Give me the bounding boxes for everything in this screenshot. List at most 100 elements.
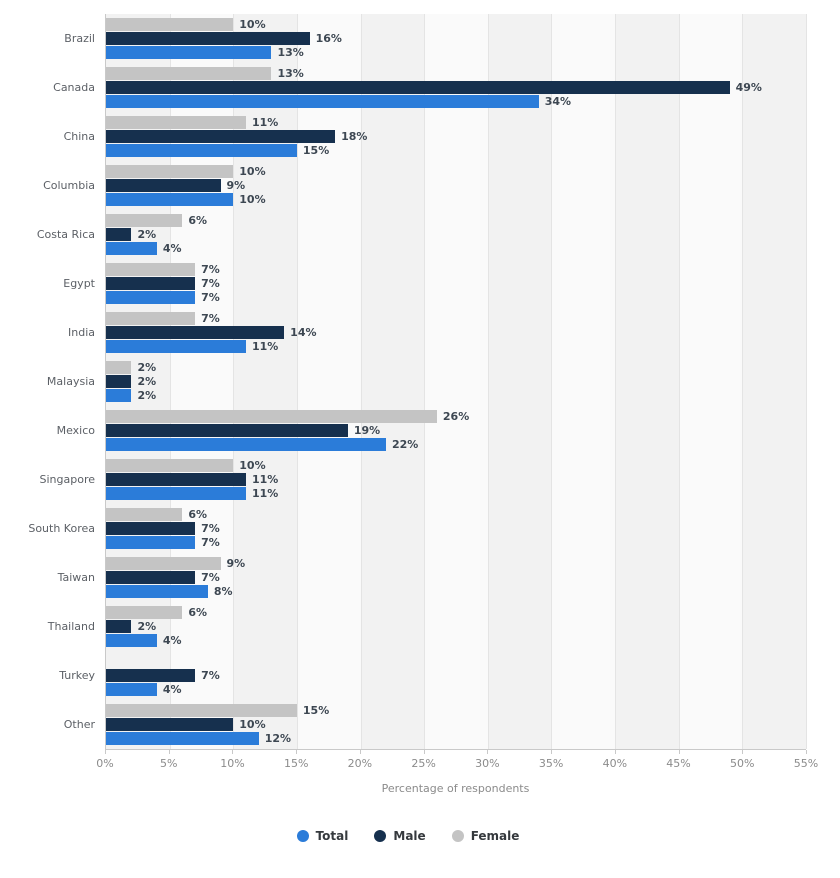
total-bar[interactable] bbox=[106, 389, 132, 402]
bar-value-label: 22% bbox=[392, 438, 419, 451]
gridline bbox=[806, 14, 807, 749]
female-bar[interactable] bbox=[106, 67, 272, 80]
bar-value-label: 6% bbox=[188, 214, 208, 227]
male-bar[interactable] bbox=[106, 620, 132, 633]
bar-track: 6% bbox=[106, 508, 806, 521]
male-bar[interactable] bbox=[106, 228, 132, 241]
female-bar[interactable] bbox=[106, 459, 234, 472]
female-bar[interactable] bbox=[106, 557, 221, 570]
male-bar[interactable] bbox=[106, 130, 336, 143]
bar-track: 7% bbox=[106, 291, 806, 304]
male-bar[interactable] bbox=[106, 473, 246, 486]
total-bar[interactable] bbox=[106, 95, 539, 108]
tick-mark bbox=[296, 750, 298, 754]
plot-area: 10% 16% 13% 13% 49% 34% 11% 18% 15% 10% 9% 10% 6% 2% 4… bbox=[105, 14, 807, 750]
male-bar[interactable] bbox=[106, 718, 234, 731]
x-tick-label: 0% bbox=[96, 757, 114, 770]
legend: Total Male Female bbox=[10, 829, 806, 843]
bar-value-label: 10% bbox=[239, 165, 266, 178]
bar-value-label: 2% bbox=[137, 375, 157, 388]
total-bar[interactable] bbox=[106, 683, 157, 696]
female-bar[interactable] bbox=[106, 214, 183, 227]
female-bar[interactable] bbox=[106, 606, 183, 619]
bar-track bbox=[106, 655, 806, 668]
bar-track: 9% bbox=[106, 557, 806, 570]
male-bar[interactable] bbox=[106, 424, 348, 437]
bar-value-label: 13% bbox=[277, 67, 304, 80]
legend-item-total[interactable]: Total bbox=[296, 829, 348, 843]
female-bar[interactable] bbox=[106, 263, 196, 276]
bar-track: 15% bbox=[106, 144, 806, 157]
male-bar[interactable] bbox=[106, 522, 196, 535]
female-bar[interactable] bbox=[106, 508, 183, 521]
bar-value-label: 10% bbox=[239, 193, 266, 206]
category-row: 7% 14% 11% bbox=[106, 308, 806, 357]
male-bar[interactable] bbox=[106, 571, 196, 584]
total-bar[interactable] bbox=[106, 193, 234, 206]
bar-track: 4% bbox=[106, 683, 806, 696]
legend-item-male[interactable]: Male bbox=[374, 829, 426, 843]
bar-value-label: 18% bbox=[341, 130, 368, 143]
grouped-bar-chart: Brazil Canada China Columbia Costa Rica Egypt… bbox=[10, 14, 818, 843]
bar-value-label: 7% bbox=[201, 669, 220, 682]
total-bar[interactable] bbox=[106, 144, 297, 157]
bar-track: 10% bbox=[106, 193, 806, 206]
category-label: Turkey bbox=[59, 669, 95, 682]
bar-value-label: 19% bbox=[353, 424, 381, 437]
female-bar[interactable] bbox=[106, 165, 234, 178]
category-row: 6% 2% 4% bbox=[106, 210, 806, 259]
male-bar[interactable] bbox=[106, 179, 221, 192]
x-axis: 0% 5% 10% 15% 20% 25% 30% 35% 40% 45% 50% 55% bbox=[96, 750, 818, 776]
female-bar[interactable] bbox=[106, 704, 297, 717]
total-bar[interactable] bbox=[106, 242, 157, 255]
bar-track: 7% bbox=[106, 263, 806, 276]
bar-value-label: 12% bbox=[264, 732, 292, 745]
x-tick-label: 5% bbox=[159, 757, 178, 770]
male-bar[interactable] bbox=[106, 375, 132, 388]
plot-band bbox=[360, 14, 425, 749]
male-bar[interactable] bbox=[106, 277, 196, 290]
category-label: Egypt bbox=[63, 277, 95, 290]
female-bar[interactable] bbox=[106, 361, 132, 374]
category-label: Columbia bbox=[43, 179, 95, 192]
total-bar[interactable] bbox=[106, 340, 246, 353]
female-bar[interactable] bbox=[106, 312, 196, 325]
total-bar[interactable] bbox=[106, 732, 259, 745]
total-bar[interactable] bbox=[106, 536, 196, 549]
male-bar[interactable] bbox=[106, 81, 730, 94]
bar-track: 8% bbox=[106, 585, 806, 598]
total-bar[interactable] bbox=[106, 46, 272, 59]
male-bar[interactable] bbox=[106, 669, 196, 682]
bar-value-label: 16% bbox=[315, 32, 342, 45]
bar-track: 13% bbox=[106, 67, 806, 80]
total-bar[interactable] bbox=[106, 585, 208, 598]
bar-value-label: 7% bbox=[201, 263, 220, 276]
total-bar[interactable] bbox=[106, 291, 196, 304]
legend-item-female[interactable]: Female bbox=[451, 829, 519, 843]
bar-value-label: 9% bbox=[226, 557, 246, 570]
total-bar[interactable] bbox=[106, 634, 157, 647]
bar-value-label: 7% bbox=[201, 536, 220, 549]
bar-track: 7% bbox=[106, 669, 806, 682]
bar-track: 2% bbox=[106, 361, 806, 374]
bar-value-label: 4% bbox=[162, 634, 182, 647]
category-row: 6% 7% 7% bbox=[106, 504, 806, 553]
bar-track: 11% bbox=[106, 116, 806, 129]
female-bar[interactable] bbox=[106, 18, 234, 31]
total-bar[interactable] bbox=[106, 438, 386, 451]
x-tick-label: 40% bbox=[602, 757, 628, 770]
x-tick-label: 55% bbox=[793, 757, 819, 770]
female-bar[interactable] bbox=[106, 410, 437, 423]
bar-value-label: 7% bbox=[201, 291, 220, 304]
bar-value-label: 14% bbox=[290, 326, 317, 339]
total-bar[interactable] bbox=[106, 487, 246, 500]
bar-value-label: 4% bbox=[162, 683, 182, 696]
category-row: 10% 9% 10% bbox=[106, 161, 806, 210]
gridline bbox=[233, 14, 235, 749]
male-bar[interactable] bbox=[106, 32, 310, 45]
gridline bbox=[615, 14, 617, 749]
bar-value-label: 10% bbox=[239, 18, 266, 31]
female-bar[interactable] bbox=[106, 116, 246, 129]
tick-mark bbox=[487, 750, 489, 754]
male-bar[interactable] bbox=[106, 326, 285, 339]
